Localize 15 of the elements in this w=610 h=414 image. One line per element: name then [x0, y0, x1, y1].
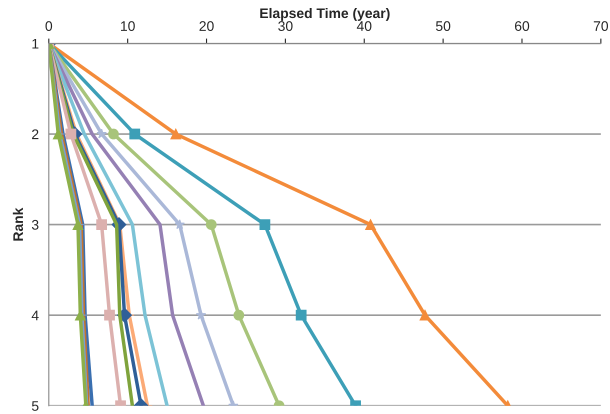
x-tick-label: 50 [436, 21, 450, 32]
y-axis-title: Rank [12, 208, 24, 241]
x-tick-label: 40 [356, 21, 372, 32]
x-tick-label: 60 [514, 21, 530, 32]
x-tick-label: 20 [200, 21, 214, 32]
y-tick-label: 5 [32, 401, 38, 411]
x-tick-label: 10 [121, 21, 135, 32]
x-tick-label: 70 [594, 21, 608, 32]
x-tick-label: 30 [278, 21, 293, 32]
x-axis-title: Elapsed Time (year) [260, 8, 390, 21]
y-tick-label: 2 [32, 129, 38, 140]
y-tick-label: 3 [32, 220, 38, 230]
y-tick-label: 4 [32, 310, 39, 320]
y-tick-label: 1 [32, 38, 38, 49]
x-tick-label: 0 [45, 21, 52, 32]
